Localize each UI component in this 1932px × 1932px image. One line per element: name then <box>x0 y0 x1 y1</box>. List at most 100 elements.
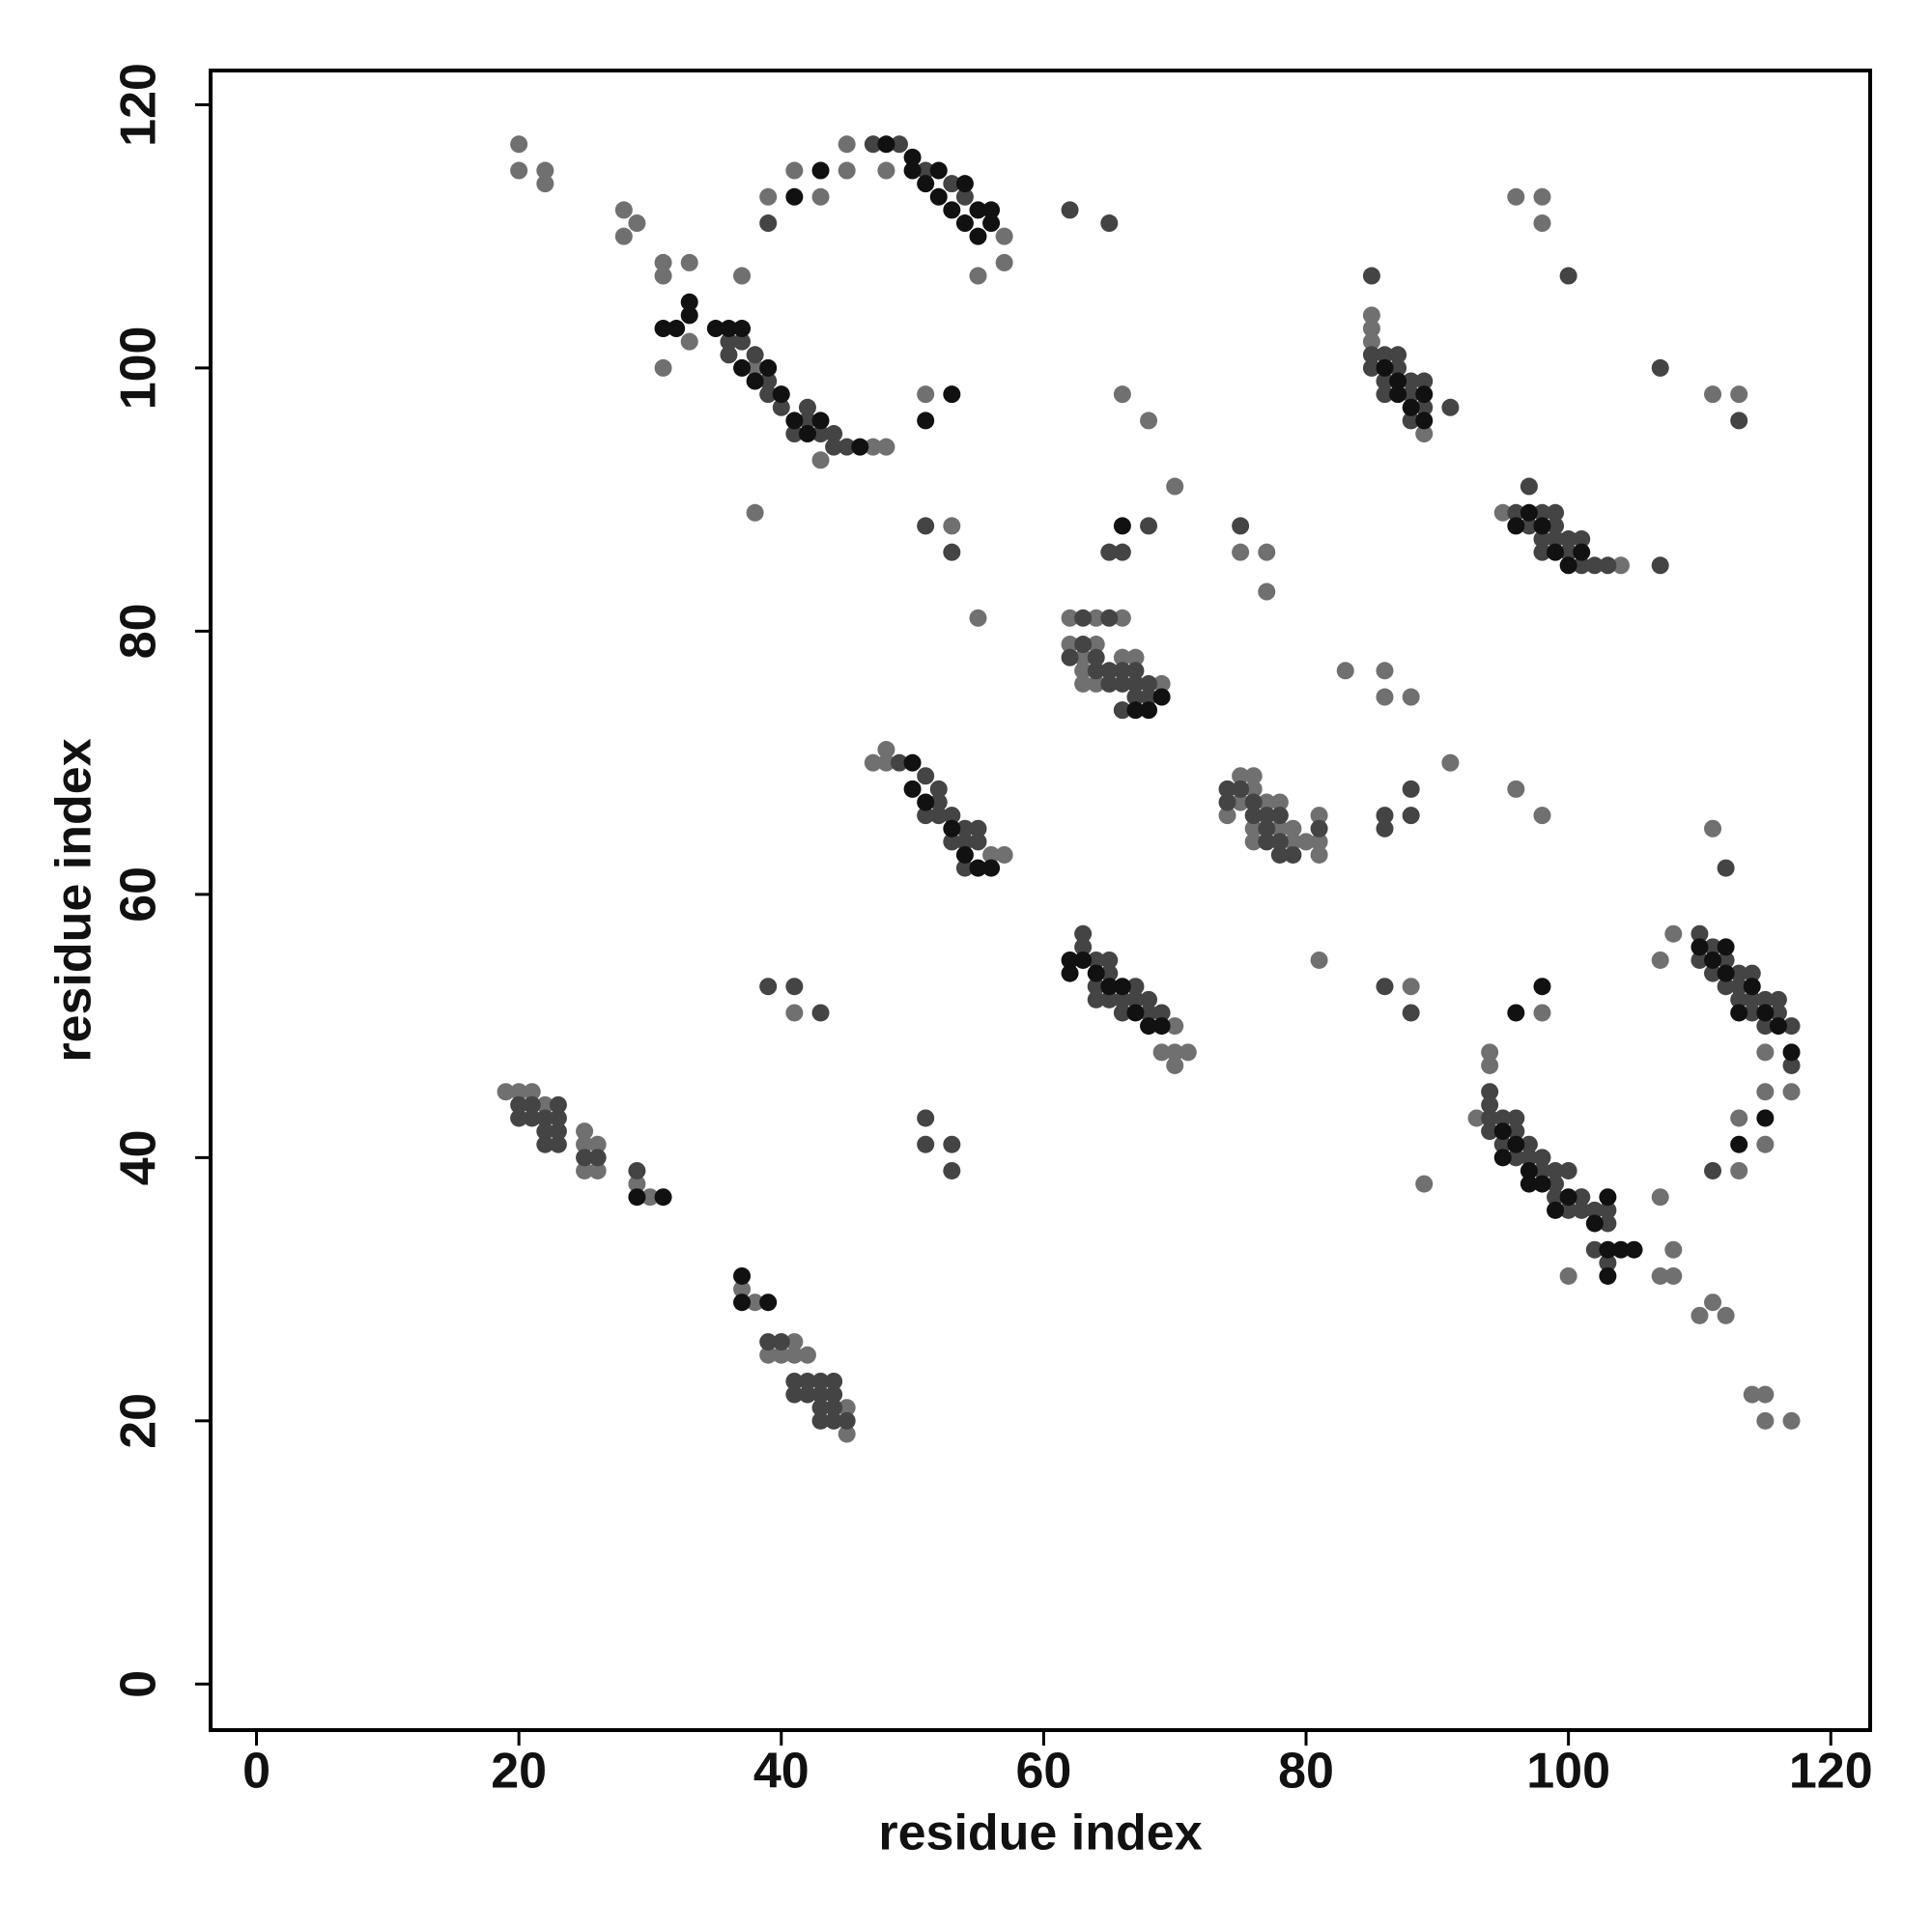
contact-point <box>877 161 895 180</box>
x-tick-label: 100 <box>1526 1744 1610 1800</box>
contact-point <box>1559 1266 1577 1285</box>
contact-point <box>1547 543 1565 561</box>
contact-point <box>1376 688 1394 706</box>
contact-point <box>1717 938 1735 956</box>
contact-point <box>864 135 882 154</box>
x-tick-label: 120 <box>1789 1744 1873 1800</box>
contact-point <box>720 346 738 364</box>
contact-point <box>1402 385 1420 404</box>
contact-point <box>955 845 974 864</box>
contact-point <box>969 227 987 245</box>
contact-point <box>917 517 935 535</box>
contact-point <box>955 819 974 838</box>
contact-point <box>1547 530 1565 549</box>
contact-point <box>1782 1411 1801 1430</box>
contact-point <box>1297 833 1316 851</box>
contact-point <box>1769 1004 1787 1022</box>
contact-point <box>1113 609 1131 627</box>
contact-point <box>903 161 922 180</box>
contact-point <box>510 135 528 154</box>
contact-point <box>536 161 554 180</box>
contact-point <box>733 1266 752 1285</box>
contact-point <box>1258 582 1276 601</box>
contact-point <box>1113 648 1131 667</box>
contact-point <box>1599 556 1617 575</box>
y-tick-label: 0 <box>111 1670 167 1698</box>
contact-point <box>943 1135 961 1153</box>
contact-point <box>982 845 1001 864</box>
contact-point <box>614 227 633 245</box>
contact-point <box>1441 398 1460 416</box>
contact-point <box>785 978 804 996</box>
contact-point <box>1547 1175 1565 1193</box>
contact-point <box>1547 1201 1565 1219</box>
contact-point <box>1520 1161 1538 1179</box>
contact-point <box>1547 1188 1565 1207</box>
contact-point <box>1690 951 1709 969</box>
contact-point <box>1336 662 1354 680</box>
contact-point <box>1389 372 1407 390</box>
contact-point <box>1362 306 1380 325</box>
contact-point <box>1152 674 1171 693</box>
contact-point <box>838 161 856 180</box>
contact-point <box>1507 1004 1525 1022</box>
contact-point <box>1559 1201 1577 1219</box>
contact-point <box>1362 346 1380 364</box>
contact-point <box>536 1122 554 1141</box>
contact-point <box>1651 951 1669 969</box>
contact-point <box>1270 819 1289 838</box>
contact-point <box>1140 412 1158 430</box>
contact-point <box>1559 1161 1577 1179</box>
contact-point <box>1717 859 1735 877</box>
contact-point <box>1270 833 1289 851</box>
contact-point <box>1232 517 1250 535</box>
contact-point <box>1520 1149 1538 1167</box>
contact-point <box>1270 793 1289 811</box>
contact-point <box>1559 1188 1577 1207</box>
contact-point <box>588 1161 607 1179</box>
contact-point <box>1074 938 1093 956</box>
contact-point <box>1415 385 1434 404</box>
contact-point <box>1533 517 1551 535</box>
contact-point <box>523 1095 541 1114</box>
contact-point <box>1140 1004 1158 1022</box>
contact-point <box>523 1083 541 1101</box>
contact-point <box>1113 990 1131 1009</box>
contact-point <box>1113 701 1131 720</box>
contact-point <box>1244 819 1263 838</box>
contact-point <box>811 412 830 430</box>
contact-point <box>1179 1043 1197 1062</box>
contact-point <box>1769 990 1787 1009</box>
contact-point <box>1743 1385 1761 1404</box>
contact-point <box>1547 503 1565 522</box>
contact-point <box>825 438 843 456</box>
contact-point <box>1061 648 1079 667</box>
contact-point <box>785 1333 804 1351</box>
contact-point <box>733 332 752 351</box>
contact-point <box>1218 793 1236 811</box>
contact-point <box>1559 267 1577 285</box>
contact-point <box>1061 951 1079 969</box>
contact-point <box>1481 1109 1499 1127</box>
contact-point <box>1389 346 1407 364</box>
contact-point <box>1704 938 1722 956</box>
contact-point <box>1402 372 1420 390</box>
contact-point <box>1573 1188 1591 1207</box>
contact-point <box>1481 1122 1499 1141</box>
contact-point <box>1402 1004 1420 1022</box>
contact-point <box>929 187 948 206</box>
contact-point <box>1126 662 1145 680</box>
contact-point <box>1244 807 1263 825</box>
contact-point <box>1140 688 1158 706</box>
contact-point <box>1717 951 1735 969</box>
contact-point <box>1782 1017 1801 1036</box>
contact-point <box>1258 807 1276 825</box>
contact-point <box>1533 187 1551 206</box>
contact-point <box>1559 530 1577 549</box>
contact-point <box>772 385 790 404</box>
contact-point <box>1730 978 1748 996</box>
contact-point <box>943 201 961 219</box>
contact-point <box>1704 385 1722 404</box>
contact-point <box>1166 1043 1184 1062</box>
contact-point <box>1730 385 1748 404</box>
